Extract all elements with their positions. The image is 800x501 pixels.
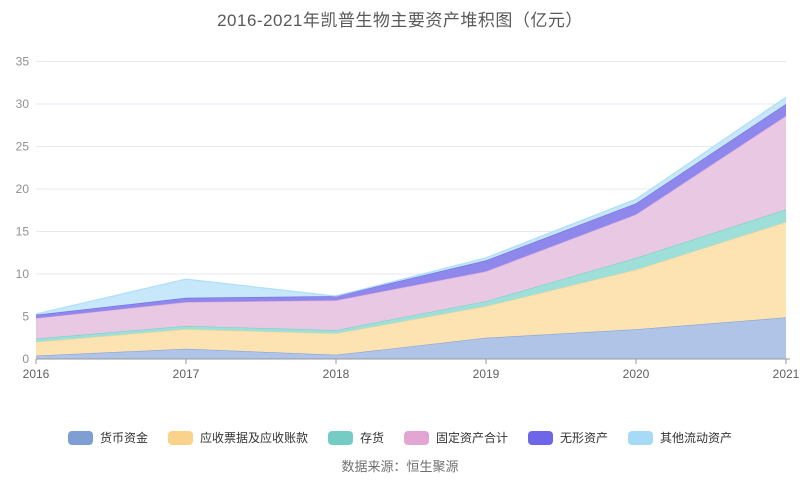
- y-axis-tick-label: 30: [16, 97, 30, 111]
- legend-item-1[interactable]: 应收票据及应收账款: [167, 429, 308, 446]
- legend-item-2[interactable]: 存货: [327, 429, 384, 446]
- area-series-0[interactable]: [36, 317, 786, 359]
- legend-swatch-icon: [628, 430, 654, 445]
- chart-title: 2016-2021年凯普生物主要资产堆积图（亿元）: [217, 11, 583, 30]
- area-series-1[interactable]: [36, 222, 786, 356]
- x-axis-tick-label: 2021: [773, 367, 800, 381]
- stacked-area-plot: 0 5 10 15 20 25 30 35 2016 2017 2018 2019 2020 2021: [16, 55, 800, 382]
- x-axis-tick-label: 2018: [323, 367, 350, 381]
- data-source-label: 数据来源：恒生聚源: [341, 459, 459, 474]
- legend-label: 其他流动资产: [660, 431, 733, 445]
- y-axis-tick-label: 0: [22, 352, 29, 366]
- legend-swatch-icon: [327, 430, 353, 445]
- legend-label: 存货: [359, 431, 384, 445]
- x-axis-tick-label: 2016: [23, 367, 50, 381]
- legend-label: 应收票据及应收账款: [199, 431, 308, 445]
- x-axis-tick-label: 2019: [473, 367, 500, 381]
- x-axis-tick-label: 2017: [173, 367, 200, 381]
- y-axis-tick-label: 20: [16, 182, 30, 196]
- legend-swatch-icon: [67, 430, 93, 445]
- y-axis-tick-label: 10: [16, 267, 30, 281]
- legend-label: 无形资产: [560, 431, 609, 445]
- legend-item-4[interactable]: 无形资产: [528, 429, 608, 446]
- area-series-3[interactable]: [36, 115, 786, 339]
- legend-item-0[interactable]: 货币资金: [67, 429, 148, 446]
- legend-label: 货币资金: [99, 431, 148, 445]
- x-axis-tick-label: 2020: [623, 367, 650, 381]
- y-axis-tick-label: 35: [16, 55, 30, 69]
- legend: 货币资金 应收票据及应收账款 存货 固定资产合计 无形资产 其他流动资产: [0, 429, 800, 446]
- area-series-4[interactable]: [36, 104, 786, 319]
- legend-item-3[interactable]: 固定资产合计: [404, 429, 508, 446]
- y-axis-tick-label: 5: [22, 310, 29, 324]
- y-axis-tick-label: 25: [16, 140, 30, 154]
- legend-swatch-icon: [167, 430, 193, 445]
- legend-swatch-icon: [404, 430, 429, 445]
- legend-swatch-icon: [528, 430, 554, 445]
- legend-item-5[interactable]: 其他流动资产: [628, 429, 732, 446]
- y-axis-tick-label: 15: [16, 225, 30, 239]
- area-top-line-5: [35, 96, 787, 315]
- legend-label: 固定资产合计: [436, 431, 509, 445]
